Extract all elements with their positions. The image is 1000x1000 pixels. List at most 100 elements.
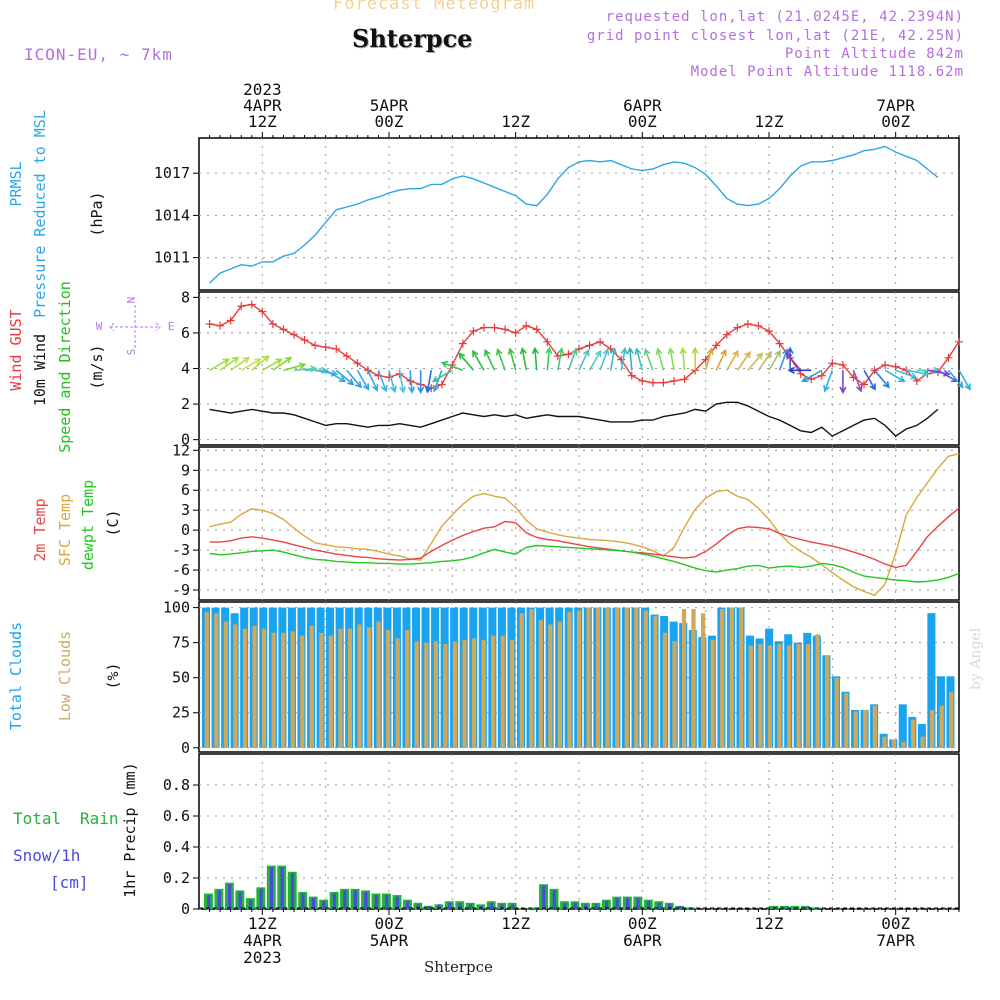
snow-bar xyxy=(626,898,630,909)
time-label-bottom: 6APR xyxy=(623,931,662,950)
snow-bar xyxy=(667,904,672,909)
low-clouds-bar xyxy=(634,607,639,748)
gust-marker xyxy=(511,328,520,337)
wind-arrow xyxy=(521,348,528,371)
snow-bar xyxy=(374,895,378,909)
snow-bar xyxy=(301,893,305,909)
unit-ms: (m/s) xyxy=(88,344,106,389)
low-clouds-bar xyxy=(557,621,563,748)
wind-arrow-head xyxy=(507,347,515,356)
wind-arrow xyxy=(534,348,538,371)
snow-bar xyxy=(563,902,567,909)
wind-arrow xyxy=(441,362,464,372)
gust-marker xyxy=(881,360,890,369)
wind-arrow-head xyxy=(882,381,890,389)
low-clouds-bar xyxy=(624,607,629,748)
snow-bar xyxy=(437,904,441,909)
wind-arrow xyxy=(747,352,763,371)
gust-marker xyxy=(522,321,531,330)
label-2m-temp: 2m Temp xyxy=(31,498,49,561)
low-clouds-bar xyxy=(433,641,438,748)
unit-pct: (%) xyxy=(104,662,122,689)
wind-arrow xyxy=(251,355,270,371)
wind-arrow xyxy=(356,369,370,390)
time-label-bottom: 7APR xyxy=(876,931,915,950)
time-label-top: 4APR xyxy=(243,96,282,115)
low-clouds-bar xyxy=(414,641,419,748)
low-clouds-bar xyxy=(462,639,467,748)
wind-arrow xyxy=(472,350,485,371)
low-clouds-bar xyxy=(767,645,772,748)
wind-arrow-head xyxy=(242,356,251,364)
time-label-bottom: 12Z xyxy=(755,914,784,933)
pressure-line xyxy=(209,145,939,284)
wind-arrow xyxy=(209,358,230,371)
y-tick-label: 0.4 xyxy=(163,838,190,856)
rain-bar xyxy=(528,907,538,909)
snow-bar xyxy=(636,898,640,909)
time-label-bottom: 00Z xyxy=(375,914,404,933)
compass-rose-icon xyxy=(109,305,161,350)
wind-arrow xyxy=(726,350,739,371)
y-tick-label: 25 xyxy=(172,704,190,722)
wind-arrow xyxy=(272,357,292,371)
low-clouds-bar xyxy=(872,705,877,748)
wind-arrow-head xyxy=(495,348,503,356)
wind-arrow-head xyxy=(756,352,764,360)
gust-marker xyxy=(775,339,784,348)
wind-arrow-head xyxy=(484,348,491,357)
time-label-top: 6APR xyxy=(623,96,662,115)
time-label-top: 12Z xyxy=(248,112,277,131)
snow-bar xyxy=(783,907,787,909)
low-clouds-bar xyxy=(252,625,257,748)
gust-marker xyxy=(733,323,742,332)
compass-e: E xyxy=(168,320,175,333)
low-clouds-bar xyxy=(729,607,734,748)
wind-arrow-head xyxy=(774,349,781,358)
gust-marker xyxy=(828,359,837,368)
wind-arrow-head xyxy=(956,381,964,389)
snow-bar xyxy=(573,902,577,909)
label-snow: Snow/1h xyxy=(13,846,80,865)
wind-arrow xyxy=(546,348,551,371)
low-clouds-bar xyxy=(700,613,706,748)
y-tick-label: 0 xyxy=(181,739,190,757)
wind-arrow xyxy=(314,369,337,375)
gust-marker xyxy=(627,371,636,380)
time-label-bottom: 12Z xyxy=(501,914,530,933)
low-clouds-bar xyxy=(748,645,753,748)
time-label-bottom: 2023 xyxy=(243,948,282,967)
gust-marker xyxy=(712,341,721,350)
wind-arrow xyxy=(937,369,958,382)
gust-marker xyxy=(743,320,752,329)
low-clouds-bar xyxy=(939,705,944,748)
wind-arrow xyxy=(557,348,563,371)
y-tick-label: -3 xyxy=(172,541,190,559)
label-dewpt-temp: dewpt Temp xyxy=(79,480,97,570)
gust-marker xyxy=(955,337,963,346)
time-label-top: 00Z xyxy=(375,112,404,131)
gust-marker xyxy=(300,336,309,345)
y-tick-label: 50 xyxy=(172,669,190,687)
wind-arrow-head xyxy=(347,378,355,386)
low-clouds-bar xyxy=(347,628,353,748)
wind-arrow-head xyxy=(910,372,918,380)
y-tick-label: 0.8 xyxy=(163,776,190,794)
wind-arrow-head xyxy=(275,358,283,365)
y-tick-label: 0.6 xyxy=(163,807,190,825)
wind-arrow-head xyxy=(720,348,727,357)
footer-station: Shterpce xyxy=(424,958,493,976)
wind-arrow-head xyxy=(679,346,687,355)
snow-bar xyxy=(615,898,619,909)
low-clouds-bar xyxy=(863,709,868,748)
low-clouds-bar xyxy=(271,632,276,748)
low-clouds-bar xyxy=(500,635,505,748)
wind-arrow-head xyxy=(869,383,876,391)
wind-arrow-head xyxy=(298,362,307,370)
wind-arrow-head xyxy=(634,347,642,356)
wind-arrow-head xyxy=(823,384,830,393)
low-clouds-bar xyxy=(681,609,687,748)
low-clouds-bar xyxy=(739,607,744,748)
snow-bar xyxy=(353,890,357,909)
time-label-top: 12Z xyxy=(755,112,784,131)
